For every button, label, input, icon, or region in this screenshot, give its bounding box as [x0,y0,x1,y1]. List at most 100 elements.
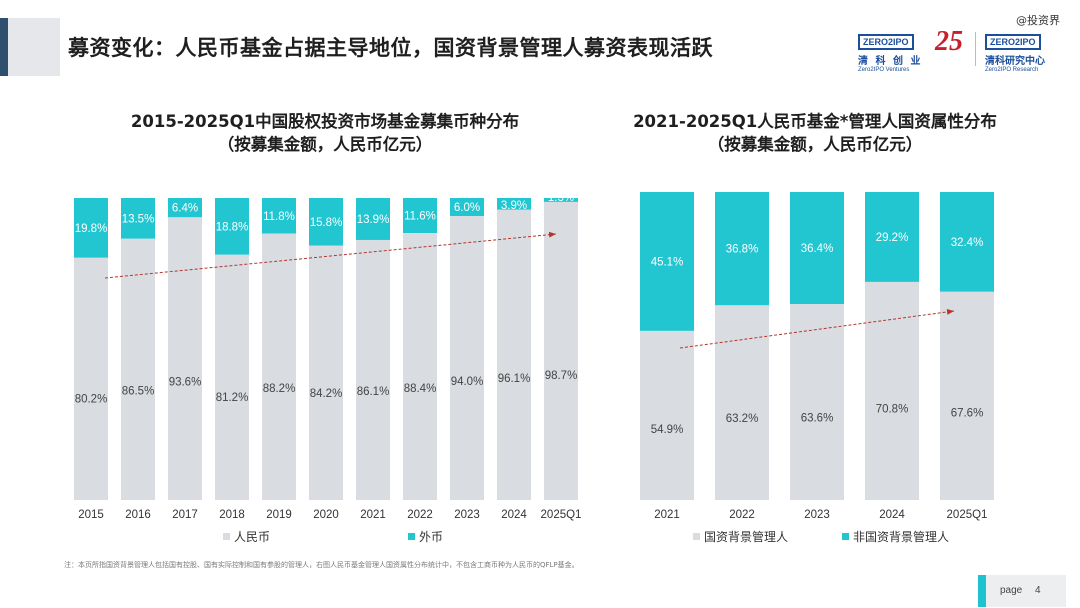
bar-人民币-2020 [309,245,343,500]
chart-1-subtitle: （按募集金额，人民币亿元） [217,135,433,154]
data-label-人民币-2021: 86.1% [357,386,390,398]
logo-en-text: Zero2IPO Research [985,67,1039,73]
x-tick-label-2022: 2022 [729,509,755,521]
legend-swatch-非国资背景管理人 [842,533,849,540]
data-label-国资背景管理人-2023: 63.6% [801,413,834,425]
legend-label-国资背景管理人: 国资背景管理人 [704,529,788,544]
page-title: 募资变化：人民币基金占据主导地位，国资背景管理人募资表现活跃 [68,36,713,60]
data-label-外币-2022: 11.6% [404,211,436,223]
x-tick-label-2021: 2021 [654,509,680,521]
trend-arrow [679,308,955,349]
logo-cn-text: 清 科 创 业 [858,56,923,67]
bar-人民币-2021 [356,239,390,500]
bar-外币-2016 [121,198,155,239]
bar-非国资背景管理人-2023 [790,192,844,305]
logo-box-text: ZERO2IPO [858,34,914,50]
bar-国资背景管理人-2023 [790,304,844,500]
logo-en-text: Zero2IPO Ventures [858,67,910,73]
bar-外币-2017 [168,198,202,218]
chart-1-plot: 80.2% 19.8% 2015 86.5% 13.5% 2016 93.6% 6.4% 201… [74,192,581,544]
data-label-外币-2020: 15.8% [310,217,343,229]
bar-外币-2024 [497,198,531,210]
x-tick-label-2015: 2015 [78,509,104,521]
page-number-accent [978,575,986,607]
chart-2-plot: 54.9% 45.1% 2021 63.2% 36.8% 2022 63.6% 36.4% 20… [640,192,994,544]
bar-人民币-2025Q1 [544,201,578,500]
bar-非国资背景管理人-2022 [715,192,769,306]
footnote: 注：本页所指国资背景管理人包括国有控股、国有实际控制和国有参股的管理人，右图人民… [64,561,579,569]
bar-外币-2025Q1 [544,198,578,202]
legend-swatch-国资背景管理人 [693,533,700,540]
x-tick-label-2023: 2023 [454,509,480,521]
zero2ipo-ventures-logo: ZERO2IPO 清 科 创 业 Zero2IPO Ventures [858,30,922,73]
legend-swatch-外币 [408,533,415,540]
data-label-外币-2017: 6.4% [172,203,198,215]
chart-1-title: 2015-2025Q1中国股权投资市场基金募集币种分布 [130,112,520,131]
bar-人民币-2023 [450,216,484,500]
data-label-人民币-2024: 96.1% [498,373,531,385]
data-label-外币-2018: 18.8% [216,221,249,233]
chart-2-subtitle: （按募集金额，人民币亿元） [707,135,923,154]
anniversary-25-logo: 25 [935,26,963,57]
data-label-外币-2021: 13.9% [357,214,390,226]
data-label-非国资背景管理人-2022: 36.8% [726,244,759,256]
x-tick-label-2025Q1: 2025Q1 [541,509,582,521]
bar-人民币-2018 [215,254,249,500]
data-label-人民币-2018: 81.2% [216,392,249,404]
x-tick-label-2024: 2024 [501,509,527,521]
x-tick-label-2016: 2016 [125,509,151,521]
bar-外币-2015 [74,198,108,258]
legend-label-非国资背景管理人: 非国资背景管理人 [853,529,949,544]
bar-国资背景管理人-2021 [640,330,694,500]
page-number-value: 4 [1035,585,1041,596]
bar-非国资背景管理人-2024 [865,192,919,282]
legend-label-人民币: 人民币 [234,530,270,544]
bar-人民币-2015 [74,257,108,500]
watermark: @投资界 [1016,14,1060,27]
data-label-外币-2023: 6.0% [454,202,480,214]
bar-国资背景管理人-2022 [715,305,769,500]
x-tick-label-2025Q1: 2025Q1 [947,509,988,521]
page-label: page [1000,585,1023,596]
page-number-box [978,575,1066,607]
x-tick-label-2022: 2022 [407,509,433,521]
data-label-非国资背景管理人-2023: 36.4% [801,243,834,255]
logo-cn-text: 清科研究中心 [985,56,1045,67]
data-label-国资背景管理人-2025Q1: 67.6% [951,408,984,420]
bar-人民币-2017 [168,217,202,500]
bar-外币-2022 [403,198,437,234]
x-tick-label-2021: 2021 [360,509,386,521]
data-label-人民币-2023: 94.0% [451,376,484,388]
data-label-外币-2019: 11.8% [263,211,295,223]
data-label-人民币-2020: 84.2% [310,388,343,400]
bar-人民币-2024 [497,209,531,500]
x-tick-label-2017: 2017 [172,509,198,521]
x-tick-label-2018: 2018 [219,509,245,521]
bar-外币-2023 [450,198,484,217]
bar-非国资背景管理人-2021 [640,192,694,331]
zero2ipo-research-logo: ZERO2IPO 清科研究中心 Zero2IPO Research [985,30,1045,73]
bar-非国资背景管理人-2025Q1 [940,192,994,292]
chart-2-title-block: 2021-2025Q1人民币基金*管理人国资属性分布 （按募集金额，人民币亿元） [600,110,1030,156]
bar-国资背景管理人-2024 [865,281,919,500]
data-label-外币-2025Q1: 1.3% [548,192,574,204]
bar-国资背景管理人-2025Q1 [940,291,994,500]
legend-label-外币: 外币 [419,530,443,544]
bar-外币-2018 [215,198,249,255]
data-label-非国资背景管理人-2025Q1: 32.4% [951,237,984,249]
data-label-国资背景管理人-2022: 63.2% [726,413,759,425]
data-label-人民币-2015: 80.2% [75,393,108,405]
data-label-人民币-2017: 93.6% [169,376,202,388]
bar-外币-2019 [262,198,296,234]
bar-人民币-2016 [121,238,155,500]
trend-arrow [104,231,557,279]
bar-人民币-2019 [262,233,296,501]
data-label-国资背景管理人-2021: 54.9% [651,424,684,436]
data-label-人民币-2025Q1: 98.7% [545,370,578,382]
bar-人民币-2022 [403,233,437,501]
x-tick-label-2024: 2024 [879,509,905,521]
data-label-国资背景管理人-2024: 70.8% [876,403,909,415]
data-label-非国资背景管理人-2024: 29.2% [876,232,909,244]
bar-外币-2021 [356,198,390,240]
